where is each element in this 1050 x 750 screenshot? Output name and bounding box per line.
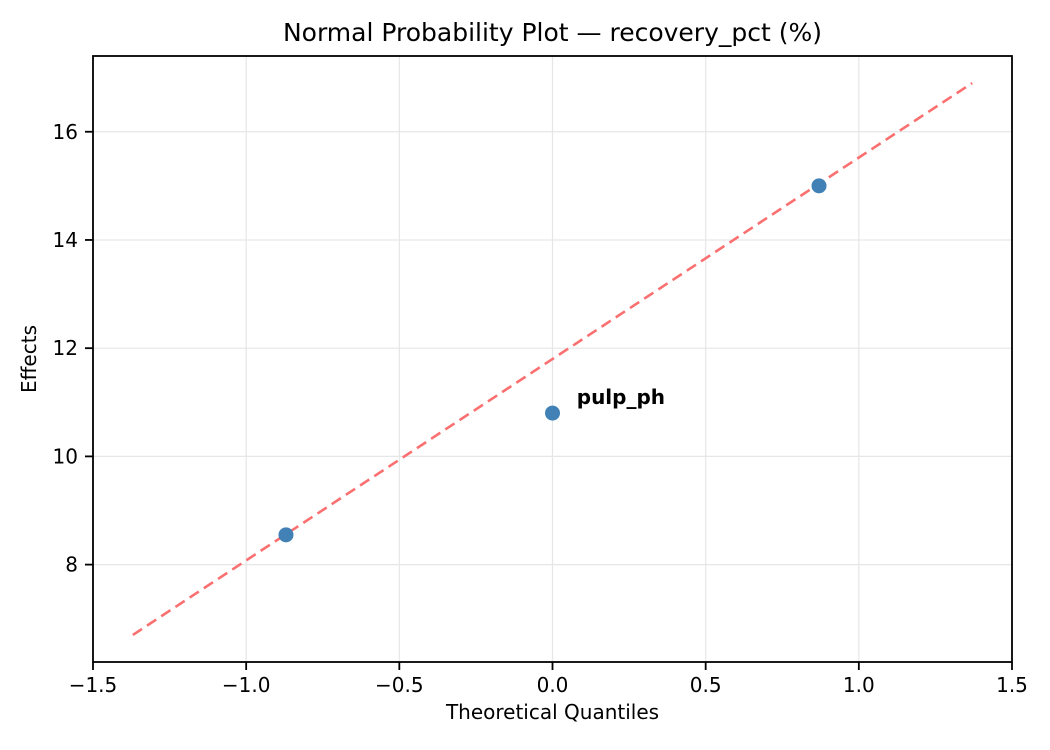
y-tick-label: 14 [53, 228, 78, 252]
data-point [811, 178, 827, 194]
x-tick-label: 1.0 [843, 673, 875, 697]
y-tick-label: 10 [53, 444, 78, 468]
x-tick-label: 0.5 [690, 673, 722, 697]
y-tick-labels: 8 10 12 14 16 [53, 120, 78, 577]
y-axis-label: Effects [17, 325, 41, 393]
x-axis-label: Theoretical Quantiles [445, 700, 659, 724]
annotation-pulp-ph: pulp_ph [577, 385, 665, 409]
y-tick-label: 8 [65, 553, 78, 577]
x-tick-label: −1.0 [222, 673, 271, 697]
axis-ticks [85, 130, 1013, 670]
data-point [278, 527, 294, 543]
data-points [278, 178, 827, 543]
chart-title: Normal Probability Plot — recovery_pct (… [283, 18, 822, 47]
x-tick-label: −0.5 [375, 673, 424, 697]
x-tick-label: 1.5 [996, 673, 1028, 697]
x-tick-label: −1.5 [69, 673, 118, 697]
fit-line [132, 81, 973, 637]
y-tick-label: 16 [53, 120, 78, 144]
x-tick-labels: −1.5 −1.0 −0.5 0.0 0.5 1.0 1.5 [69, 673, 1028, 697]
y-tick-label: 12 [53, 336, 78, 360]
x-tick-label: 0.0 [537, 673, 569, 697]
data-point [545, 405, 560, 421]
